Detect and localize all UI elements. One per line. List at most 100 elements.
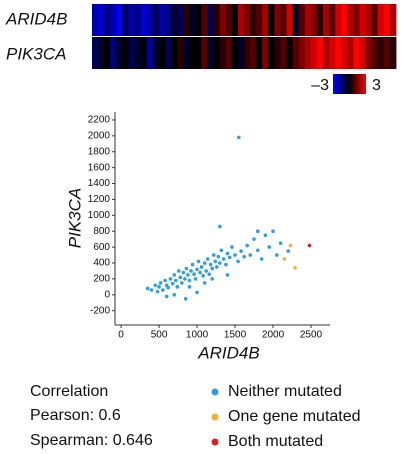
point <box>187 278 192 283</box>
point <box>259 257 264 261</box>
point <box>204 269 208 273</box>
point <box>184 266 189 271</box>
heat-cell <box>122 37 129 69</box>
heat-cell <box>183 37 190 69</box>
heat-cell <box>298 37 306 69</box>
heat-cell <box>310 37 318 69</box>
point <box>215 265 219 269</box>
heat-cell <box>274 4 281 36</box>
heat-cell <box>116 4 123 36</box>
heat-cell <box>237 4 245 36</box>
heat-cell <box>335 37 342 69</box>
heat-cell <box>365 37 373 69</box>
y-tick-label: -200 <box>90 305 110 316</box>
heat-cell <box>280 37 287 69</box>
point <box>239 249 243 253</box>
point <box>278 241 283 245</box>
heat-cell <box>274 37 281 69</box>
heat-cell <box>286 4 294 36</box>
heat-cell <box>371 4 379 36</box>
y-tick-label: 2000 <box>88 130 111 141</box>
heat-cell <box>213 4 221 36</box>
heat-cell <box>323 37 330 69</box>
heat-cell <box>389 37 397 69</box>
point <box>263 233 268 237</box>
heat-cell <box>140 37 148 69</box>
heat-cell <box>183 4 190 36</box>
point <box>168 277 173 281</box>
point <box>230 245 234 249</box>
heat-cell <box>189 4 196 36</box>
point <box>219 248 224 253</box>
heat-cell <box>292 4 300 36</box>
heat-cell <box>207 37 214 69</box>
point <box>199 265 204 269</box>
heat-cell <box>152 4 160 36</box>
point <box>213 259 218 264</box>
point <box>218 261 222 265</box>
point <box>172 273 177 277</box>
y-tick-label: 200 <box>93 274 110 285</box>
heat-cell <box>195 4 202 36</box>
point <box>236 259 240 264</box>
heat-cell <box>164 37 172 69</box>
point <box>210 266 215 271</box>
heat-cell <box>316 37 324 69</box>
annotation: Pearson: 0.6 <box>30 407 121 424</box>
heat-cell <box>104 4 111 36</box>
heat-cell <box>110 4 117 36</box>
y-tick-label: 400 <box>93 258 110 269</box>
heat-cell <box>225 37 233 69</box>
legend-swatch <box>211 388 219 396</box>
point <box>237 135 241 140</box>
point <box>208 262 213 267</box>
heat-cell <box>177 4 184 36</box>
x-tick-label: 2000 <box>262 330 285 341</box>
heat-cell <box>268 37 275 69</box>
heat-cell <box>353 4 360 36</box>
point <box>205 257 210 261</box>
point <box>256 229 260 234</box>
point <box>175 285 180 289</box>
heat-cell <box>383 37 391 69</box>
row-label: PIK3CA <box>6 44 66 63</box>
point <box>161 288 165 292</box>
heat-cell <box>383 4 391 36</box>
x-axis-label: ARID4B <box>197 343 259 362</box>
heat-cell <box>304 37 312 69</box>
heat-cell <box>341 37 348 69</box>
heat-cell <box>371 37 379 69</box>
y-tick-label: 1400 <box>88 178 111 189</box>
point <box>180 281 184 285</box>
y-tick-label: 1800 <box>88 146 111 157</box>
heat-cell <box>268 4 275 36</box>
legend-label: One gene mutated <box>228 408 361 425</box>
colorbar-label: 3 <box>372 77 381 94</box>
heat-cell <box>335 4 342 36</box>
heat-cell <box>298 4 306 36</box>
heat-cell <box>377 4 385 36</box>
legend-label: Neither mutated <box>228 383 342 400</box>
heat-cell <box>359 37 366 69</box>
point <box>181 270 186 275</box>
heat-cell <box>231 4 239 36</box>
heat-cell <box>122 4 129 36</box>
point <box>163 278 167 283</box>
point <box>145 286 150 291</box>
row-label: ARID4B <box>5 9 67 28</box>
annotation: Spearman: 0.646 <box>30 432 153 449</box>
heat-cell <box>110 37 117 69</box>
heat-cell <box>134 37 142 69</box>
heat-cell <box>262 4 269 36</box>
heat-cell <box>256 4 263 36</box>
point <box>218 224 222 229</box>
point <box>202 261 207 265</box>
colorbar <box>333 74 366 94</box>
heat-cell <box>256 37 263 69</box>
point <box>256 248 260 253</box>
heat-cell <box>195 37 202 69</box>
heat-cell <box>365 4 373 36</box>
heat-cell <box>280 4 287 36</box>
x-tick-label: 0 <box>118 330 124 341</box>
point <box>153 283 158 288</box>
